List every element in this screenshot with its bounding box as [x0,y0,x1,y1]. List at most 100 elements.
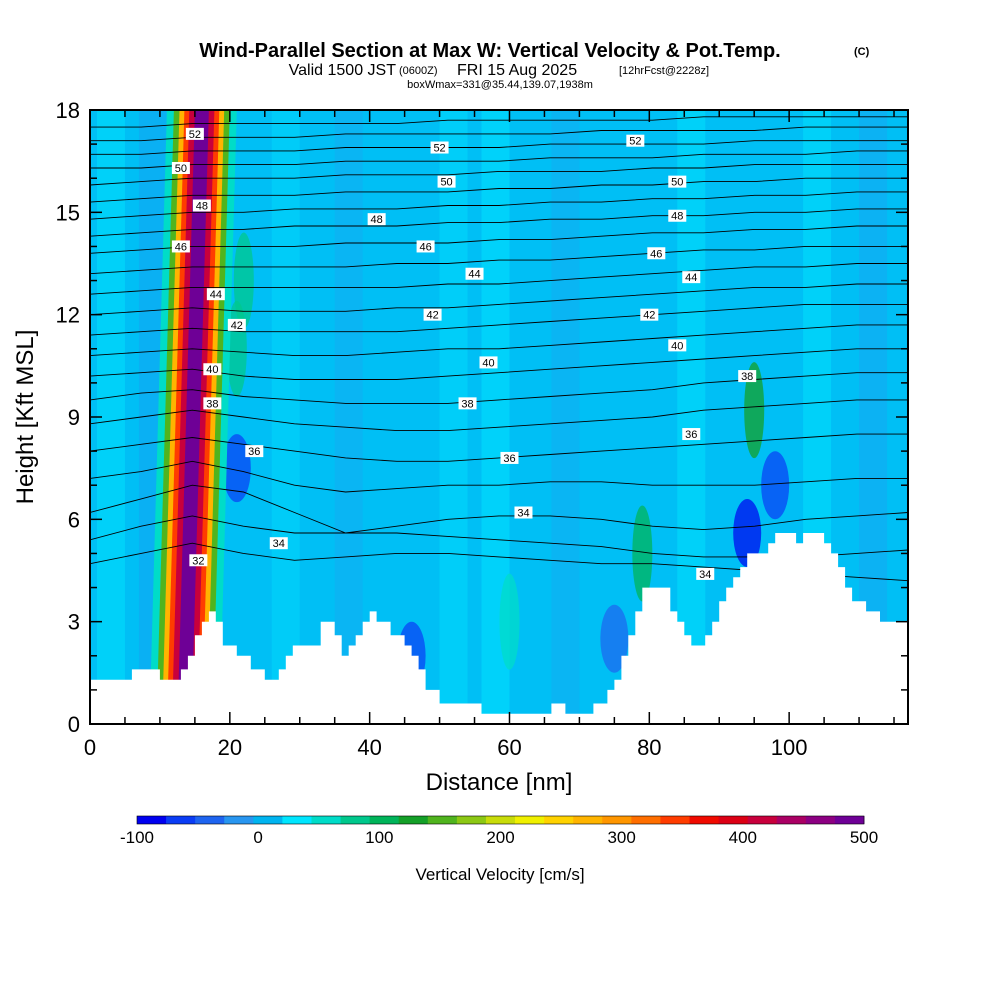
colorbar-segment [253,816,283,824]
isentrope-label-text: 40 [482,357,494,369]
colorbar-tick-label: 300 [607,828,635,847]
isentrope-label: 42 [423,308,442,322]
isentrope-label: 48 [668,209,687,223]
colorbar-segment [195,816,225,824]
colorbar-segment [166,816,196,824]
isentrope-label: 46 [647,247,666,260]
colorbar-segment [515,816,545,824]
isentrope-label-text: 46 [419,241,431,253]
isentrope-label-text: 34 [517,508,529,520]
isentrope-label-text: 42 [426,310,438,322]
isentrope-label-text: 52 [629,136,641,148]
colorbar-segment [660,816,690,824]
x-tick-label: 60 [497,735,521,760]
subtitle-zulu: (0600Z) [399,65,438,77]
isentrope-label: 46 [416,240,435,253]
isentrope-label-text: 48 [371,214,383,226]
y-tick-label: 3 [68,610,80,635]
colorbar-segment [805,816,836,824]
isentrope-label: 52 [185,127,204,141]
y-tick-label: 15 [56,200,80,225]
downdraft-patch [222,434,251,503]
isentrope-line [90,116,908,128]
isentrope-label-text: 50 [671,177,683,189]
colorbar-segment [137,816,167,824]
colorbar-tick-label: 100 [365,828,393,847]
colorbar-segment [224,816,254,824]
colorbar-segment [340,816,371,824]
isentrope-label: 38 [203,397,222,410]
isentrope-label: 38 [458,397,477,410]
colorbar-segment [311,816,341,824]
isentrope-label: 48 [367,213,386,226]
isentrope-line [90,263,908,295]
isentrope-line [90,150,908,169]
isentrope-line [90,283,908,316]
isentrope-label: 36 [682,428,701,441]
updraft-patch [499,573,520,670]
isentrope-label-text: 32 [192,555,204,567]
isentrope-label-text: 34 [273,538,285,550]
isentrope-label: 40 [203,363,222,376]
updraft-patch [632,505,653,602]
updraft-band [177,110,209,724]
colorbar [136,815,865,825]
isentrope-line [90,208,908,237]
isentrope-label: 42 [227,318,246,332]
isentrope-label: 42 [640,308,659,322]
isentrope-label-text: 46 [175,241,187,253]
isentrope-label-text: 42 [231,320,243,332]
y-tick-label: 18 [56,98,80,123]
x-tick-label: 0 [84,735,96,760]
box-info: boxWmax=331@35.44,139.07,1938m [407,79,593,91]
isentrope-label: 36 [500,451,519,465]
isentrope-label: 44 [206,288,225,301]
y-tick-label: 12 [56,303,80,328]
colorbar-segment [602,816,632,824]
isentrope-label-text: 44 [685,272,697,284]
subtitle-valid: Valid 1500 JST [289,62,397,79]
isentrope-label: 38 [738,370,757,383]
downdraft-patch [761,451,790,520]
colorbar-segment [282,816,312,824]
colorbar-segment [689,816,719,824]
colorbar-segment [718,816,749,824]
isentrope-label: 52 [430,141,449,155]
isentrope-line [90,126,908,142]
isentrope-label: 34 [696,567,715,581]
y-tick-label: 9 [68,405,80,430]
isentrope-line [90,484,908,534]
isentrope-label: 44 [682,271,701,284]
isentrope-label-text: 40 [206,364,218,376]
x-tick-label: 100 [771,735,808,760]
isentrope-label: 48 [192,199,211,213]
isentrope-label-text: 44 [468,269,480,281]
isentrope-label-text: 44 [210,289,222,301]
colorbar-segment [369,816,400,824]
isentrope-label-text: 38 [741,371,753,383]
isentrope-labels: 52 50 48 46 44 42 40 38 36 34 32 52 50 48 46 44 42 40 38 36… [171,127,757,581]
isentrope-label: 36 [245,445,264,458]
colorbar-segment [485,816,516,824]
isentrope-label: 40 [479,356,498,369]
isentrope-label-text: 46 [650,248,662,260]
isentrope-line [90,191,908,220]
isentrope-label: 32 [189,554,208,567]
isentrope-line [90,399,908,432]
colorbar-tick-label: -100 [120,828,154,847]
isentrope-line [90,460,908,493]
downdraft-patch [733,498,762,567]
y-axis-title: Height [Kft MSL] [12,330,39,505]
isentrope-line [90,303,908,336]
colorbar-segment [776,816,807,824]
colorbar-segment [573,816,603,824]
isentrope-line [90,177,908,203]
isentrope-line [90,140,908,155]
x-tick-label: 80 [637,735,661,760]
isentrope-line [90,348,908,380]
chart-title-mark: (C) [854,46,870,58]
colorbar-segment [834,816,865,824]
subtitle-forecast: [12hrFcst@2228z] [619,65,709,77]
